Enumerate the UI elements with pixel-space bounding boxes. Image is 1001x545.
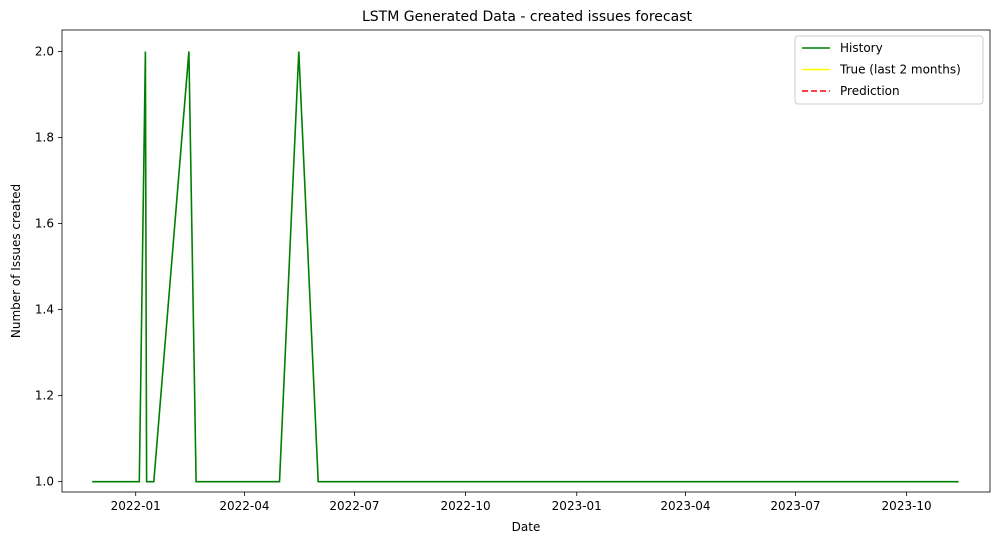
- plot-area: [61, 29, 991, 493]
- legend-frame: [794, 35, 984, 105]
- legend-label: History: [840, 41, 883, 55]
- x-tick-label: 2023-10: [882, 499, 932, 513]
- y-tick-label: 1.6: [35, 217, 54, 231]
- legend: History True (last 2 months) Prediction: [794, 35, 984, 105]
- x-tick-label: 2023-04: [660, 499, 710, 513]
- x-tick-label: 2022-01: [111, 499, 161, 513]
- series-layer: [92, 51, 959, 483]
- x-axis: 2022-01 2022-04 2022-07 2022-10 2023-01 2023-…: [111, 492, 932, 513]
- series-line-0: [92, 51, 959, 483]
- legend-label: True (last 2 months): [839, 63, 961, 77]
- x-tick-label: 2023-07: [770, 499, 820, 513]
- x-tick-label: 2023-01: [552, 499, 602, 513]
- y-tick-label: 1.2: [35, 389, 54, 403]
- y-tick-label: 1.0: [35, 475, 54, 489]
- y-axis: 1.0 1.2 1.4 1.6 1.8 2.0: [35, 45, 62, 489]
- chart-title: LSTM Generated Data - created issues for…: [362, 9, 692, 25]
- legend-label: Prediction: [840, 84, 900, 98]
- y-tick-label: 2.0: [35, 45, 54, 59]
- y-tick-label: 1.8: [35, 131, 54, 145]
- x-axis-label: Date: [512, 520, 541, 534]
- y-axis-label: Number of Issues created: [9, 184, 23, 338]
- x-tick-label: 2022-07: [329, 499, 379, 513]
- y-tick-label: 1.4: [35, 303, 54, 317]
- x-tick-label: 2022-10: [441, 499, 491, 513]
- x-tick-label: 2022-04: [219, 499, 269, 513]
